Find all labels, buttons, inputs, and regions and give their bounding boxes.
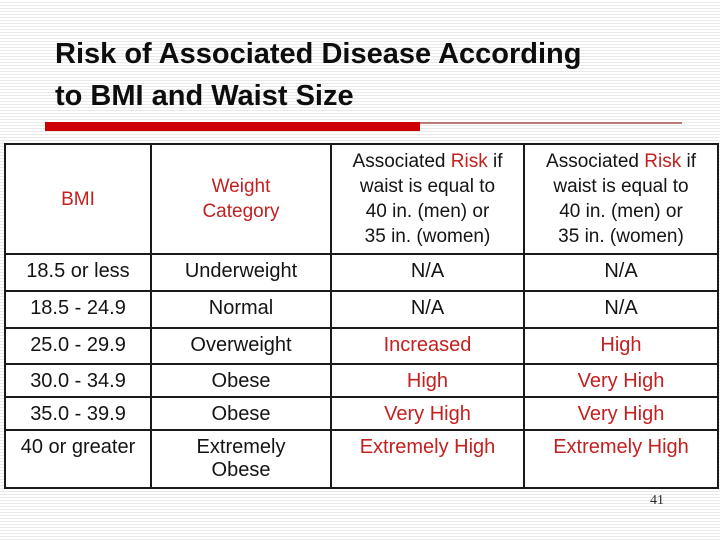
title-underline-bar: [45, 122, 420, 131]
risk-40-cell: High: [330, 363, 525, 398]
bmi-risk-table: BMI Weight Category Associated Risk if w…: [4, 143, 719, 489]
weight-category-cell: Normal: [150, 290, 332, 329]
weight-category-cell: Obese: [150, 363, 332, 398]
bmi-range-cell: 18.5 - 24.9: [4, 290, 152, 329]
risk-35-cell: Very High: [523, 363, 719, 398]
header-risk-col3-highlight: Risk: [450, 151, 488, 172]
header-risk-col4: Associated Risk if waist is equal to 40 …: [523, 143, 719, 255]
risk-40-cell: Extremely High: [330, 429, 525, 489]
bmi-range-cell: 30.0 - 34.9: [4, 363, 152, 398]
header-risk-col3: Associated Risk if waist is equal to 40 …: [330, 143, 525, 255]
table-row-underweight: 18.5 or less Underweight N/A N/A: [4, 253, 719, 292]
table-row-overweight: 25.0 - 29.9 Overweight Increased High: [4, 327, 719, 365]
risk-35-cell: N/A: [523, 253, 719, 292]
header-risk-col3-pre: Associated: [352, 151, 451, 172]
table-row-extremely-obese: 40 or greater Extremely Obese Extremely …: [4, 429, 719, 489]
page-number: 41: [650, 493, 664, 508]
header-risk-col4-post: if waist is equal to 40 in. (men) or 35 …: [553, 151, 696, 247]
header-weight-category-label: Weight Category: [202, 176, 280, 222]
header-bmi-label: BMI: [61, 188, 95, 210]
table-row-obese-1: 30.0 - 34.9 Obese High Very High: [4, 363, 719, 398]
bmi-range-cell: 18.5 or less: [4, 253, 152, 292]
risk-40-cell: Increased: [330, 327, 525, 365]
table-header-row: BMI Weight Category Associated Risk if w…: [4, 143, 719, 255]
header-risk-col4-pre: Associated: [546, 151, 645, 172]
table-row-obese-2: 35.0 - 39.9 Obese Very High Very High: [4, 396, 719, 431]
risk-40-cell: N/A: [330, 253, 525, 292]
weight-category-cell: Underweight: [150, 253, 332, 292]
header-risk-col3-post: if waist is equal to 40 in. (men) or 35 …: [359, 151, 503, 247]
weight-category-cell: Extremely Obese: [150, 429, 332, 489]
slide-title: Risk of Associated Disease According to …: [55, 38, 582, 112]
weight-category-cell: Obese: [150, 396, 332, 431]
risk-40-cell: Very High: [330, 396, 525, 431]
bmi-range-cell: 35.0 - 39.9: [4, 396, 152, 431]
bmi-range-cell: 25.0 - 29.9: [4, 327, 152, 365]
risk-35-cell: High: [523, 327, 719, 365]
risk-35-cell: N/A: [523, 290, 719, 329]
bmi-range-cell: 40 or greater: [4, 429, 152, 489]
risk-35-cell: Extremely High: [523, 429, 719, 489]
weight-category-cell: Overweight: [150, 327, 332, 365]
risk-40-cell: N/A: [330, 290, 525, 329]
header-risk-col4-highlight: Risk: [644, 151, 682, 172]
header-weight-category: Weight Category: [150, 143, 332, 255]
table-row-normal: 18.5 - 24.9 Normal N/A N/A: [4, 290, 719, 329]
risk-35-cell: Very High: [523, 396, 719, 431]
header-bmi: BMI: [4, 143, 152, 255]
